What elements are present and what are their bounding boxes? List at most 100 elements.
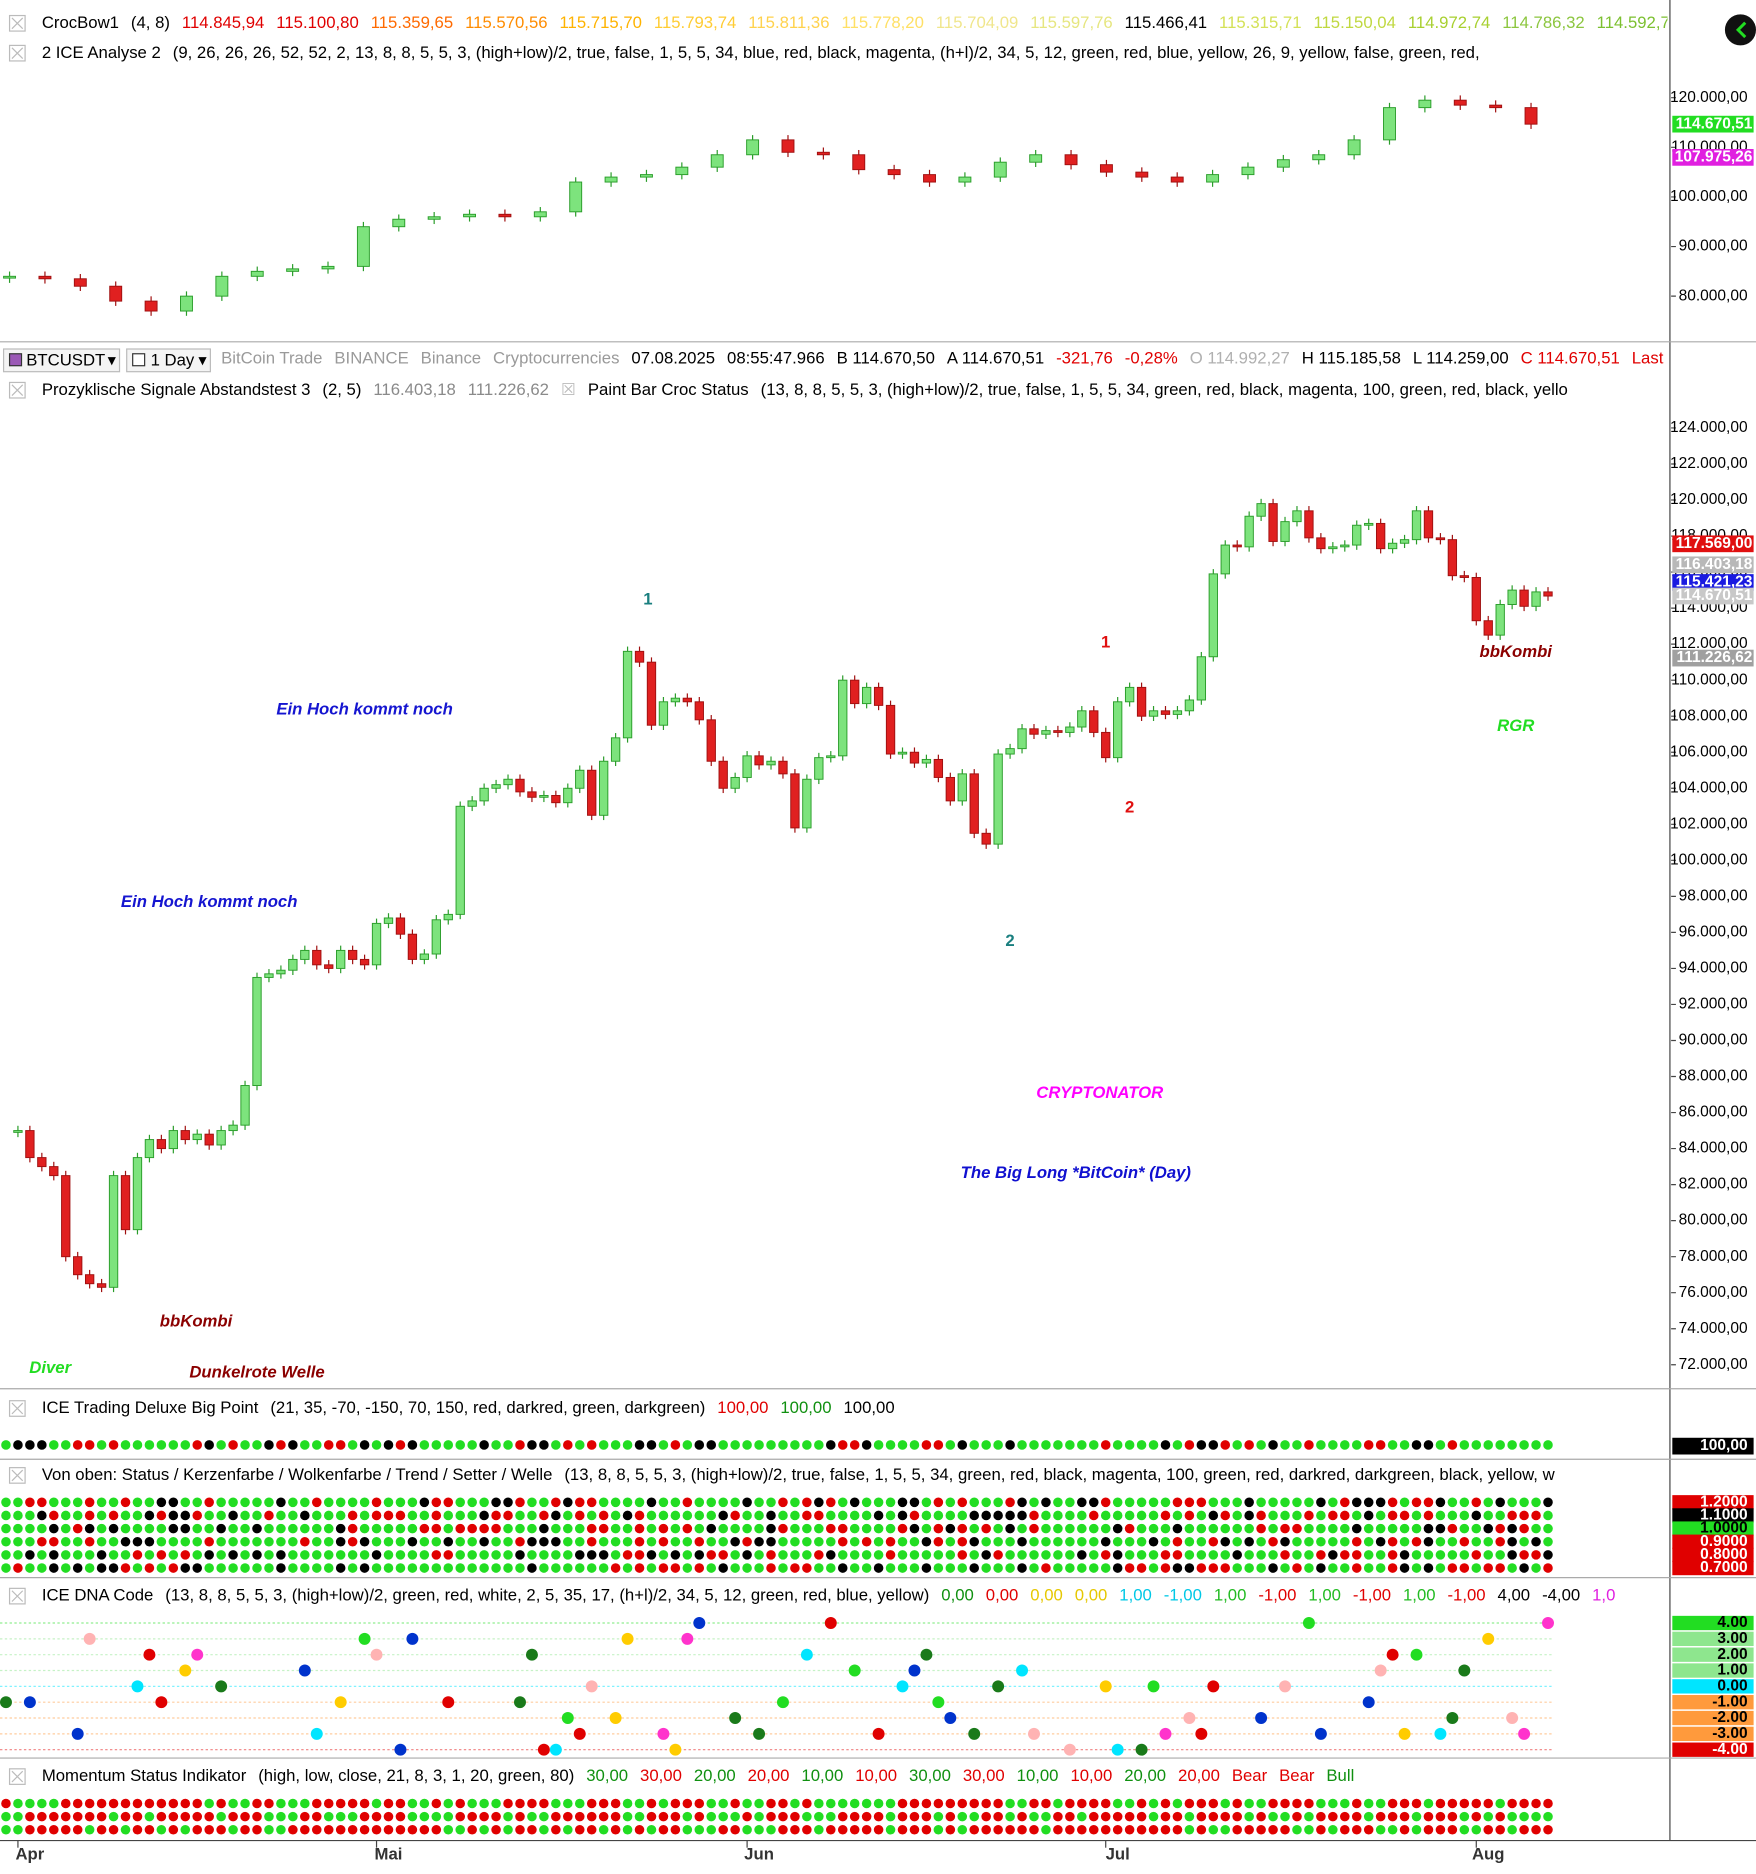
state-dot (1184, 1824, 1195, 1835)
state-dot (1112, 1550, 1123, 1560)
state-dot (1124, 1811, 1135, 1822)
state-dot (228, 1510, 238, 1521)
state-dot (730, 1497, 740, 1508)
y-tick-label: 112.000,00 (1671, 635, 1748, 652)
state-dot (1543, 1798, 1553, 1809)
candle (1256, 503, 1266, 517)
state-dot (323, 1536, 334, 1547)
state-dot (1411, 1497, 1422, 1508)
state-dot (742, 1563, 752, 1573)
interval-selector[interactable] (126, 348, 211, 373)
state-dot (1065, 1440, 1075, 1450)
candle (1053, 730, 1063, 733)
state-dot (96, 1523, 107, 1534)
state-dot (491, 1510, 501, 1521)
state-dot (1232, 1440, 1242, 1450)
state-dot (1053, 1798, 1063, 1809)
state-dot (1447, 1440, 1458, 1450)
annotation: Ein Hoch kommt noch (276, 699, 453, 718)
state-dot (335, 1824, 346, 1835)
state-dot (778, 1497, 788, 1508)
state-dot (1507, 1550, 1517, 1560)
state-dot (300, 1536, 310, 1547)
state-dot (359, 1510, 370, 1521)
state-dot (144, 1497, 155, 1508)
y-tick-label: 108.000,00 (1670, 707, 1748, 724)
header-segment: 100,00 (780, 1399, 831, 1418)
state-dot (49, 1497, 59, 1508)
state-dot (323, 1563, 334, 1573)
candle (84, 1274, 95, 1285)
state-dot (395, 1563, 406, 1573)
state-dot (1471, 1824, 1482, 1835)
state-dot (778, 1550, 788, 1560)
state-dot (300, 1550, 310, 1560)
candle (1411, 510, 1422, 541)
state-dot (1172, 1523, 1183, 1534)
state-dot (204, 1440, 214, 1450)
state-dot (84, 1523, 95, 1534)
candle (1029, 728, 1039, 735)
price-marker (1672, 574, 1754, 591)
state-dot (527, 1811, 537, 1822)
panel-header: 2 ICE Analyse 2 (9, 26, 26, 26, 52, 52, 2… (42, 43, 1480, 62)
state-dot (802, 1510, 812, 1521)
state-dot (1065, 1550, 1075, 1560)
price-marker-label: 111.226,62 (1676, 649, 1752, 666)
state-dot (1483, 1550, 1494, 1560)
state-dot (1100, 1811, 1111, 1822)
state-dot (885, 1440, 896, 1450)
annotation: 2 (1005, 931, 1014, 950)
state-dot (993, 1824, 1003, 1835)
state-dot (778, 1811, 788, 1822)
state-dot (180, 1510, 191, 1521)
candle (216, 1130, 226, 1146)
state-dot (814, 1510, 824, 1521)
candle (132, 1157, 143, 1231)
state-dot (1340, 1811, 1350, 1822)
state-dot (909, 1536, 920, 1547)
symbol-selector[interactable] (2, 348, 121, 373)
state-dot (1399, 1523, 1410, 1534)
state-dot (1363, 1523, 1374, 1534)
state-dot (1483, 1497, 1494, 1508)
state-dot (1029, 1440, 1039, 1450)
state-dot (1041, 1550, 1051, 1560)
state-dot (407, 1510, 418, 1521)
dna-dot (1302, 1617, 1315, 1629)
header-segment: 20,00 (694, 1767, 736, 1786)
state-dot (1041, 1563, 1051, 1573)
state-dot (383, 1497, 394, 1508)
state-dot (240, 1811, 250, 1822)
state-dot (288, 1563, 298, 1573)
candle (640, 174, 653, 178)
candle (1160, 710, 1171, 715)
state-dot (670, 1811, 681, 1822)
state-dot (849, 1811, 860, 1822)
state-dot (1531, 1440, 1541, 1450)
state-dot (1077, 1563, 1087, 1573)
state-dot (1196, 1550, 1207, 1560)
state-dot (192, 1497, 203, 1508)
candle (575, 769, 585, 789)
state-dot (1160, 1824, 1171, 1835)
state-dot (646, 1811, 657, 1822)
state-dot (1447, 1798, 1458, 1809)
y-tick-label: 94.000,00 (1679, 960, 1748, 977)
state-dot (311, 1440, 322, 1450)
header-segment: 111.226,62 (468, 380, 549, 399)
state-dot (1531, 1510, 1541, 1521)
state-dot (1268, 1510, 1278, 1521)
state-dot (861, 1536, 872, 1547)
state-dot (1, 1440, 11, 1450)
state-dot (1029, 1536, 1039, 1547)
state-dot (467, 1798, 477, 1809)
candle (1352, 524, 1362, 546)
toggle-button[interactable] (1724, 14, 1756, 46)
state-dot (84, 1440, 95, 1450)
state-dot (407, 1536, 418, 1547)
state-dot (1136, 1536, 1147, 1547)
header-segment: -1,00 (1164, 1586, 1202, 1605)
state-dot (419, 1798, 430, 1809)
header-segment: Momentum Status Indikator (42, 1767, 247, 1786)
